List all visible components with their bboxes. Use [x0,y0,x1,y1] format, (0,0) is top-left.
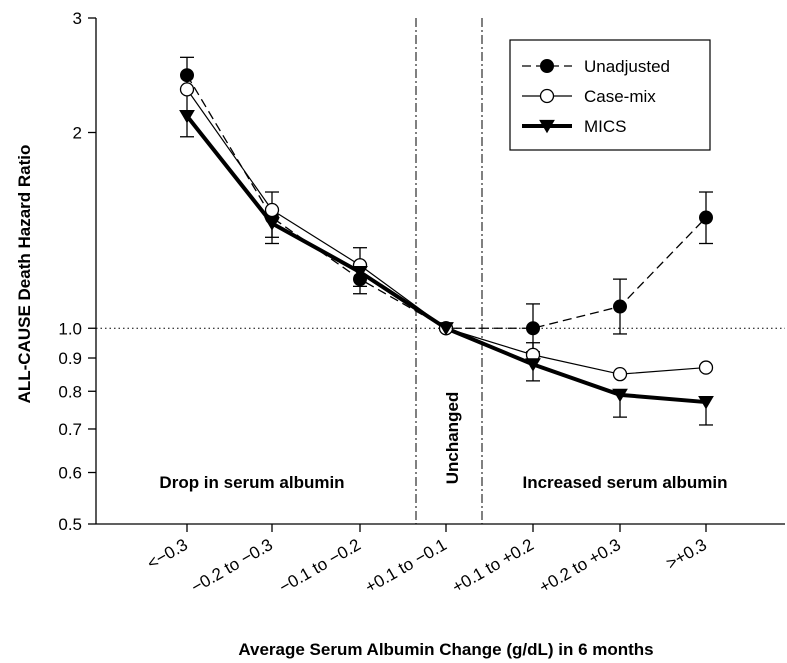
x-axis-title: Average Serum Albumin Change (g/dL) in 6… [238,640,653,659]
legend: Unadjusted Case-mix MICS [509,39,711,151]
series-markers [179,68,714,410]
x-tick-label: +0.2 to +0.3 [536,535,624,597]
x-tick-label: +0.1 to −0.1 [362,535,450,597]
y-tick-label: 2 [73,124,82,143]
data-point-case-mix [698,360,714,375]
legend-label: MICS [584,117,627,136]
legend-label: Case-mix [584,87,656,106]
x-axis: <−0.3−0.2 to −0.3 −0.1 to −0.2+0.1 to −0.… [144,524,710,597]
data-point-mics [612,388,628,403]
region-label: Increased serum albumin [522,473,727,492]
data-point-mics [525,358,541,372]
region-label: Unchanged [443,392,462,485]
legend-label: Unadjusted [584,57,670,76]
plot-frame [95,18,785,525]
y-axis-title: ALL-CAUSE Death Hazard Ratio [15,145,34,404]
y-tick-label: 0.7 [58,420,82,439]
x-tick-label: <−0.3 [144,535,191,573]
data-point-mics [179,109,195,124]
data-point-unadjusted [613,299,627,314]
data-point-case-mix [612,366,628,382]
legend-marker [539,119,555,134]
data-point-mics [352,265,368,280]
x-tick-label: −0.2 to −0.3 [188,535,276,597]
data-point-case-mix [179,82,195,97]
data-point-mics [264,217,280,231]
region-label: Drop in serum albumin [159,473,344,492]
x-tick-label: +0.1 to +0.2 [449,535,537,597]
region-labels: Drop in serum albumin Unchanged Increased … [159,392,727,492]
x-tick-label: −0.1 to −0.2 [276,535,364,597]
y-tick-label: 0.5 [58,515,82,534]
y-tick-label: 1.0 [58,319,82,338]
series-line-mics [185,114,707,405]
y-axis: 0.5 0.6 0.7 0.8 0.9 1.0 2 3 [58,9,96,534]
legend-marker [540,59,554,73]
legend-marker [539,88,555,104]
x-tick-label: >+0.3 [663,535,710,573]
y-tick-label: 0.9 [58,349,82,368]
data-point-unadjusted [699,210,713,225]
y-tick-label: 0.6 [58,464,82,483]
data-point-unadjusted [180,68,194,83]
y-tick-label: 0.8 [58,382,82,401]
y-tick-label: 3 [73,9,82,28]
data-point-case-mix [264,202,280,218]
data-point-mics [698,395,714,410]
